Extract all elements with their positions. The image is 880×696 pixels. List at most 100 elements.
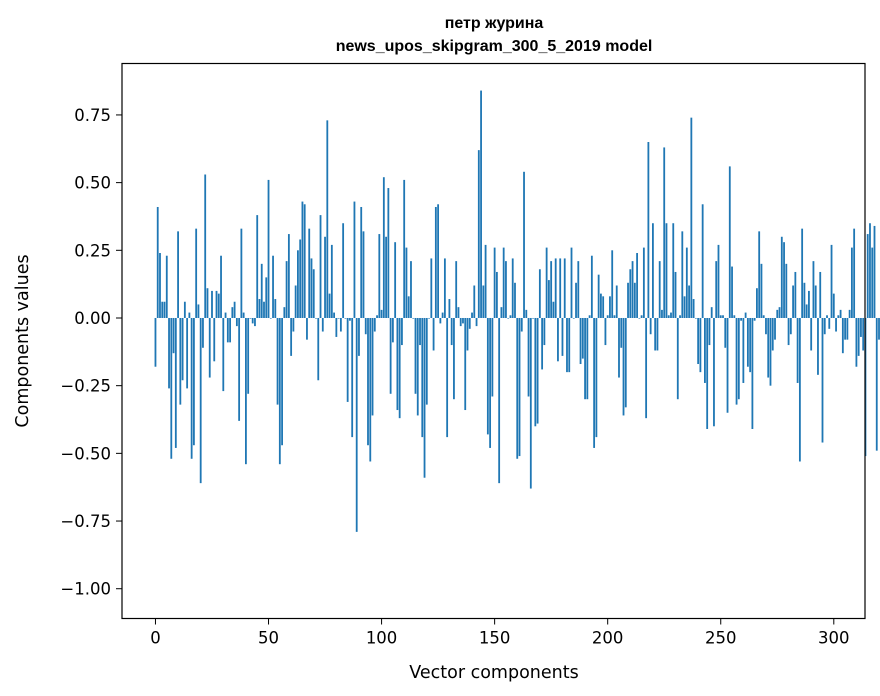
- bar: [242, 312, 245, 318]
- bar: [495, 271, 498, 318]
- x-axis-label: Vector components: [409, 663, 578, 683]
- bar: [396, 317, 399, 411]
- bar: [520, 317, 523, 332]
- bar: [837, 315, 840, 318]
- bar-series: [154, 90, 880, 532]
- bar: [391, 317, 394, 343]
- bar: [349, 317, 351, 321]
- bar: [412, 317, 415, 319]
- bar: [783, 242, 785, 318]
- bar: [618, 317, 620, 378]
- bar: [801, 228, 804, 318]
- bar: [579, 317, 582, 365]
- bar: [500, 307, 503, 318]
- bar: [464, 317, 467, 411]
- bar: [369, 317, 372, 462]
- bar: [308, 228, 311, 318]
- bar: [281, 317, 283, 446]
- bar: [769, 317, 772, 386]
- y-tick-label: 0.75: [74, 106, 111, 125]
- bar: [661, 309, 663, 318]
- bar: [511, 258, 514, 318]
- bar: [676, 317, 679, 400]
- bar: [299, 239, 302, 318]
- bar: [853, 228, 856, 318]
- x-tick-label: 100: [366, 629, 398, 648]
- bar: [629, 269, 632, 318]
- bar: [473, 285, 476, 318]
- bar: [740, 317, 742, 321]
- bar: [597, 274, 600, 318]
- bar: [247, 317, 250, 394]
- bar: [421, 317, 424, 438]
- bar: [812, 261, 815, 318]
- bar: [704, 317, 706, 383]
- bar: [737, 317, 740, 400]
- y-tick-label: −0.75: [60, 512, 111, 531]
- bar: [186, 317, 189, 389]
- bar: [297, 250, 299, 318]
- bar: [416, 317, 419, 416]
- bar: [328, 293, 331, 318]
- bar: [604, 317, 607, 346]
- bar: [717, 244, 720, 318]
- bar: [767, 317, 770, 378]
- bar: [251, 317, 254, 324]
- bar: [353, 201, 356, 318]
- bar: [760, 263, 763, 318]
- bar: [857, 317, 860, 356]
- bar: [477, 150, 480, 318]
- bar: [190, 317, 193, 459]
- bar: [835, 317, 837, 332]
- bar: [394, 242, 397, 318]
- bar: [771, 317, 774, 351]
- bar: [385, 236, 387, 318]
- bar: [602, 296, 605, 318]
- bar: [439, 317, 442, 324]
- bar: [206, 288, 209, 318]
- y-tick-label: −0.25: [60, 377, 111, 396]
- bar: [780, 236, 783, 318]
- bar: [647, 142, 650, 318]
- bar: [287, 234, 290, 318]
- bar: [362, 231, 365, 318]
- bar: [701, 204, 704, 318]
- bar: [550, 261, 553, 318]
- bar: [351, 317, 354, 438]
- bar: [260, 263, 263, 318]
- bar: [267, 179, 270, 318]
- bar: [457, 307, 460, 318]
- bar: [753, 317, 756, 321]
- bar: [803, 282, 806, 318]
- bar: [154, 317, 157, 367]
- bar: [303, 204, 306, 318]
- bar: [792, 285, 794, 318]
- bar: [224, 312, 227, 318]
- bar: [265, 277, 268, 318]
- bar: [455, 261, 458, 318]
- bar: [199, 317, 202, 484]
- bar: [828, 317, 831, 329]
- bar: [509, 315, 512, 318]
- bar: [441, 312, 444, 318]
- x-tick-label: 250: [705, 629, 737, 648]
- bar: [708, 317, 711, 346]
- bar: [699, 317, 702, 373]
- bar: [516, 317, 519, 459]
- bar: [249, 317, 252, 319]
- bar: [575, 282, 577, 318]
- bar: [378, 234, 381, 318]
- y-tick-label: −0.50: [60, 444, 111, 463]
- bar: [306, 317, 308, 340]
- bar: [256, 215, 259, 318]
- bar: [690, 117, 693, 318]
- bar: [826, 315, 828, 318]
- bar: [172, 317, 175, 354]
- bar: [301, 201, 304, 318]
- bar: [407, 296, 410, 318]
- bar: [450, 317, 453, 346]
- x-tick-label: 150: [479, 629, 511, 648]
- bar: [561, 317, 564, 356]
- bar: [552, 301, 555, 318]
